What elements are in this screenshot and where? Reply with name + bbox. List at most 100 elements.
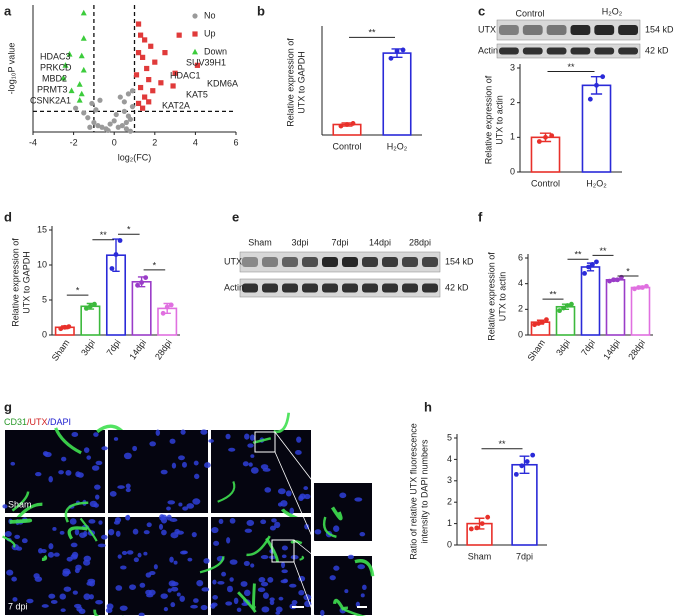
point	[135, 21, 142, 27]
nucleus	[271, 518, 277, 523]
blot-band	[546, 47, 567, 55]
nucleus	[153, 564, 158, 570]
blot-band	[342, 283, 358, 293]
nucleus	[87, 578, 96, 584]
gene-label: HDAC1	[170, 70, 201, 80]
x-tick-label: 3dpi	[554, 338, 572, 358]
blot-band	[282, 257, 298, 267]
point	[73, 105, 79, 111]
data-point	[350, 121, 356, 126]
y-tick-label: 1	[510, 132, 515, 142]
nucleus	[101, 446, 108, 451]
point	[170, 83, 176, 89]
point	[87, 124, 93, 130]
nucleus	[281, 569, 288, 574]
point	[192, 48, 198, 55]
nucleus	[149, 571, 156, 576]
data-point	[160, 310, 166, 316]
blot-band	[322, 283, 338, 293]
vessel	[330, 506, 343, 521]
band-label: UTX	[224, 256, 242, 266]
point	[135, 100, 142, 107]
y-tick-label: 10	[37, 259, 47, 269]
micrograph	[108, 430, 208, 513]
point	[93, 107, 99, 113]
nucleus	[281, 545, 288, 551]
row-label: 7 dpi	[8, 601, 28, 611]
point	[95, 123, 101, 129]
point	[140, 54, 146, 60]
nucleus	[117, 554, 122, 559]
nucleus	[217, 581, 225, 585]
nucleus	[242, 461, 249, 467]
nucleus	[113, 437, 119, 441]
data-point	[344, 122, 350, 127]
nucleus	[260, 464, 269, 470]
nucleus	[170, 586, 179, 592]
data-point	[519, 463, 525, 469]
nucleus	[95, 600, 103, 605]
vessel	[54, 427, 82, 455]
point	[121, 108, 127, 114]
nucleus	[42, 451, 49, 456]
nucleus	[89, 500, 98, 508]
blot-band	[594, 47, 615, 55]
nucleus	[260, 581, 269, 587]
nucleus	[129, 584, 137, 590]
point	[140, 105, 146, 111]
nucleus	[143, 530, 150, 535]
nucleus	[362, 584, 367, 591]
vessel	[217, 481, 236, 503]
nucleus	[95, 460, 103, 466]
blot-band	[422, 283, 438, 293]
nucleus	[48, 476, 53, 483]
data-point	[474, 525, 480, 531]
nucleus	[182, 506, 189, 511]
nucleus	[296, 436, 302, 443]
nucleus	[108, 528, 115, 536]
x-tick-label: -4	[29, 137, 37, 147]
x-tick-label: 4	[193, 137, 198, 147]
panel-letter: g	[4, 399, 12, 414]
y-tick-label: 0	[447, 539, 452, 549]
y-axis-label: Relative expression of	[285, 38, 295, 127]
nucleus	[285, 490, 292, 497]
vessel	[333, 598, 345, 611]
data-point	[58, 326, 64, 332]
data-point	[561, 305, 566, 311]
micrograph	[211, 517, 311, 615]
nucleus	[59, 593, 67, 600]
error-bar	[519, 455, 530, 475]
blot-band	[322, 257, 338, 267]
nucleus	[298, 590, 305, 596]
nucleus	[34, 576, 43, 582]
point	[146, 99, 152, 105]
nucleus	[50, 599, 58, 604]
nucleus	[203, 558, 210, 564]
nucleus	[138, 612, 145, 616]
blot-band	[362, 257, 378, 267]
nucleus	[187, 557, 193, 562]
nucleus	[76, 606, 83, 612]
x-axis-label: log₂(FC)	[118, 152, 152, 162]
nucleus	[72, 590, 78, 595]
nucleus	[48, 543, 54, 550]
data-point	[644, 283, 649, 289]
y-tick-label: 1	[447, 518, 452, 528]
nucleus	[123, 452, 132, 460]
nucleus	[267, 576, 274, 583]
nucleus	[243, 560, 250, 566]
band-size: 154 kD	[645, 24, 674, 34]
band-size: 154 kD	[445, 256, 474, 266]
point	[127, 116, 134, 122]
nucleus	[360, 593, 365, 598]
lane-label: 14dpi	[369, 237, 391, 247]
y-tick-label: 4	[447, 454, 452, 464]
gene-label: KAT2A	[162, 100, 190, 110]
data-point	[590, 262, 595, 267]
point	[127, 128, 134, 134]
data-point	[582, 271, 587, 276]
nucleus	[218, 518, 224, 525]
vessel	[93, 609, 124, 616]
micrograph	[5, 430, 105, 513]
